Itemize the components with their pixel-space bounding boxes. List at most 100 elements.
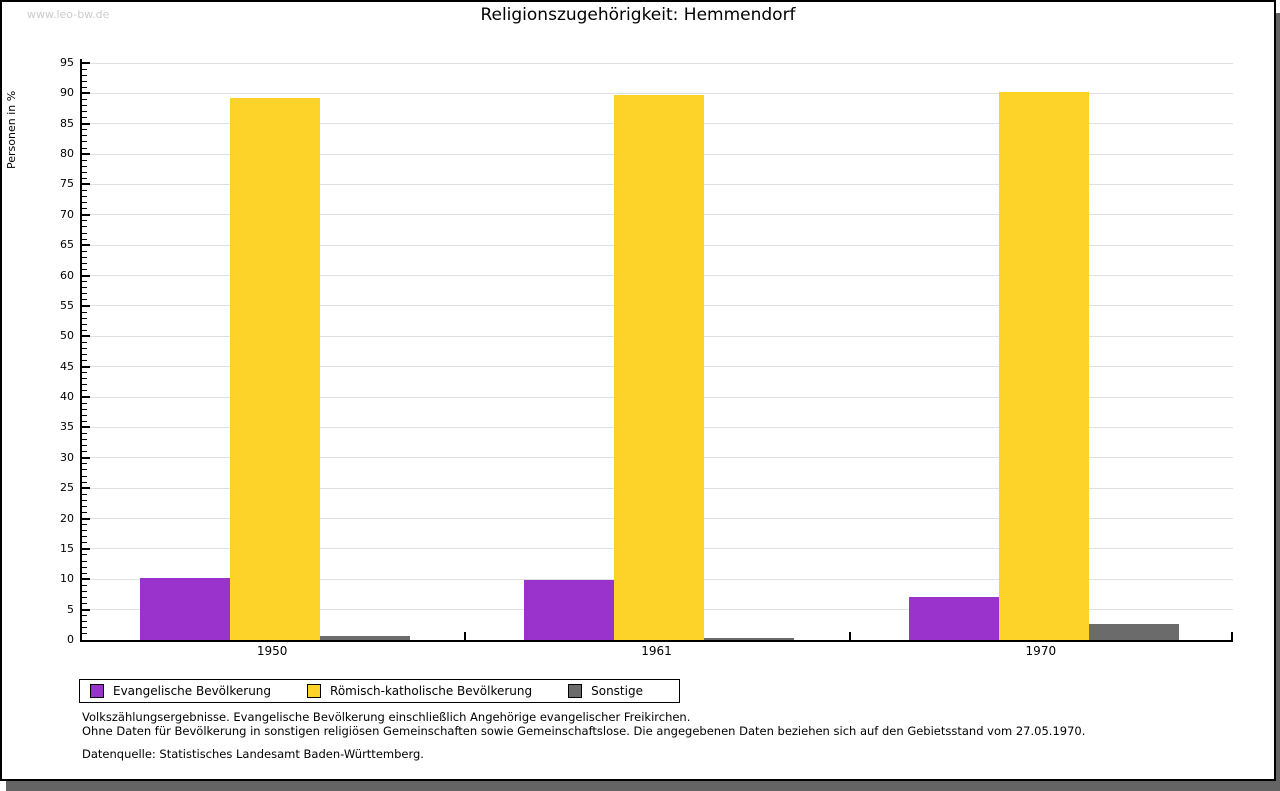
y-major-tick (82, 335, 90, 338)
y-minor-tick (82, 493, 87, 495)
footnote-line: Volkszählungsergebnisse. Evangelische Be… (82, 710, 691, 724)
y-minor-tick (82, 354, 87, 356)
x-axis-line (80, 640, 1233, 642)
y-minor-tick (82, 329, 87, 331)
y-tick-label: 5 (67, 602, 74, 616)
bar (614, 94, 705, 640)
y-major-tick (82, 456, 90, 459)
y-minor-tick (82, 633, 87, 635)
y-minor-tick (82, 177, 87, 179)
y-minor-tick (82, 554, 87, 556)
y-minor-tick (82, 323, 87, 325)
y-tick-label: 50 (60, 329, 74, 343)
y-minor-tick (82, 135, 87, 137)
y-minor-tick (82, 208, 87, 210)
y-minor-tick (82, 511, 87, 513)
y-major-tick (82, 62, 90, 64)
y-minor-tick (82, 530, 87, 532)
y-minor-tick (82, 226, 87, 228)
y-minor-tick (82, 86, 87, 88)
y-minor-tick (82, 499, 87, 501)
y-major-tick (82, 183, 90, 186)
y-minor-tick (82, 372, 87, 374)
y-minor-tick (82, 68, 87, 70)
y-minor-tick (82, 481, 87, 483)
legend-label: Sonstige (591, 684, 643, 698)
y-tick-label: 20 (60, 511, 74, 525)
y-major-tick (82, 517, 90, 520)
y-minor-tick (82, 311, 87, 313)
y-minor-tick (82, 269, 87, 270)
footnote-line: Ohne Daten für Bevölkerung in sonstigen … (82, 724, 1086, 738)
y-tick-label: 35 (60, 420, 74, 434)
legend-item: Evangelische Bevölkerung (90, 684, 271, 698)
y-tick-label: 80 (60, 147, 74, 161)
y-tick-label: 30 (60, 450, 74, 464)
y-tick-label: 75 (60, 177, 74, 191)
y-minor-tick (82, 80, 87, 82)
bar (524, 580, 615, 640)
y-major-tick (82, 578, 90, 581)
gridline (82, 62, 1233, 64)
x-axis-tick (464, 632, 467, 640)
y-tick-label: 25 (60, 481, 74, 495)
y-minor-tick (82, 129, 87, 131)
bar (320, 636, 410, 640)
y-tick-label: 90 (60, 86, 74, 100)
gridline (82, 92, 1233, 94)
legend-item: Römisch-katholische Bevölkerung (307, 684, 532, 698)
y-minor-tick (82, 596, 87, 598)
y-tick-label: 55 (60, 298, 74, 312)
y-minor-tick (82, 536, 87, 538)
y-minor-tick (82, 524, 87, 526)
y-minor-tick (82, 299, 87, 301)
y-minor-tick (82, 196, 87, 198)
y-minor-tick (82, 74, 87, 76)
y-minor-tick (82, 505, 87, 507)
watermark: www.leo-bw.de (27, 8, 110, 21)
y-minor-tick (82, 445, 87, 447)
y-minor-tick (82, 293, 87, 295)
y-tick-label: 15 (60, 541, 74, 555)
y-minor-tick (82, 603, 87, 605)
y-major-tick (82, 304, 90, 307)
y-minor-tick (82, 117, 87, 119)
bar (998, 92, 1089, 640)
y-minor-tick (82, 475, 87, 477)
y-minor-tick (82, 105, 87, 107)
y-tick-label: 85 (60, 116, 74, 130)
y-minor-tick (82, 615, 87, 617)
y-major-tick (82, 426, 90, 429)
category-label: 1950 (256, 644, 288, 658)
y-minor-tick (82, 439, 87, 441)
legend: Evangelische Bevölkerung Römisch-katholis… (79, 679, 680, 703)
legend-label: Römisch-katholische Bevölkerung (330, 684, 533, 698)
y-axis-label: Personen in % (5, 90, 18, 169)
y-minor-tick (82, 238, 87, 240)
y-minor-tick (82, 420, 87, 422)
legend-swatch (90, 684, 104, 698)
y-tick-label: 60 (60, 268, 74, 282)
y-minor-tick (82, 159, 87, 161)
x-axis-tick (848, 632, 851, 640)
y-major-tick (82, 608, 90, 611)
y-minor-tick (82, 408, 87, 410)
y-minor-tick (82, 621, 87, 623)
y-minor-tick (82, 281, 87, 283)
y-minor-tick (82, 384, 87, 386)
y-axis-line (80, 59, 82, 642)
legend-swatch (307, 684, 322, 698)
y-major-tick (82, 213, 90, 216)
y-minor-tick (82, 390, 87, 392)
legend-label: Evangelische Bevölkerung (113, 684, 272, 698)
source-line: Datenquelle: Statistisches Landesamt Bad… (82, 747, 424, 761)
y-minor-tick (82, 287, 87, 289)
y-tick-label: 70 (60, 207, 74, 221)
y-minor-tick (82, 341, 87, 343)
y-major-tick (82, 487, 90, 490)
x-axis-tick (80, 632, 82, 640)
y-minor-tick (82, 202, 87, 204)
y-minor-tick (82, 262, 87, 264)
y-minor-tick (82, 98, 87, 100)
